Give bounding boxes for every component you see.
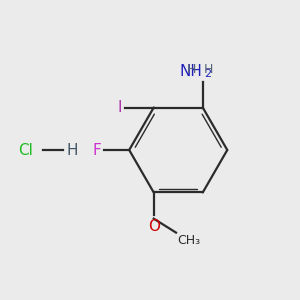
Text: Cl: Cl <box>19 142 34 158</box>
Text: CH₃: CH₃ <box>178 234 201 247</box>
Text: H: H <box>66 142 78 158</box>
Text: I: I <box>117 100 122 115</box>
Text: 2: 2 <box>204 69 211 79</box>
Text: NH: NH <box>180 64 203 79</box>
Text: F: F <box>92 142 101 158</box>
Text: H: H <box>204 63 213 76</box>
Text: H: H <box>187 63 196 76</box>
Text: O: O <box>148 219 160 234</box>
